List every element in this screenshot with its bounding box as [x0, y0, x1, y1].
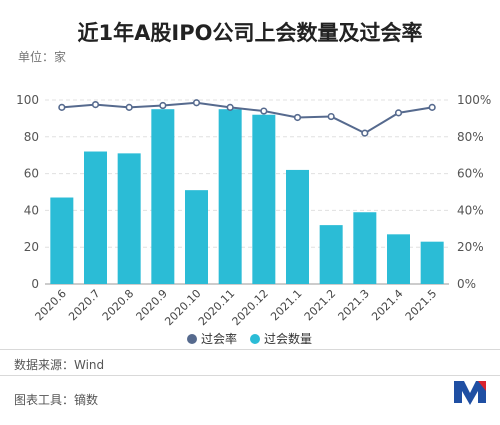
bar: [353, 212, 377, 284]
right-tick-label: 60%: [457, 167, 484, 181]
bar: [185, 190, 208, 284]
line-point: [260, 107, 268, 115]
line-point: [125, 103, 133, 111]
x-tick-label: 2021.4: [369, 287, 405, 323]
legend-label: 过会率: [201, 331, 237, 346]
x-tick-label: 2021.2: [302, 287, 338, 323]
x-tick-label: 2020.7: [66, 287, 102, 323]
right-tick-label: 100%: [457, 93, 491, 107]
legend-marker: [250, 334, 260, 344]
x-tick-label: 2020.8: [100, 287, 136, 323]
left-tick-label: 100: [16, 93, 39, 107]
right-tick-label: 80%: [457, 130, 484, 144]
bar: [387, 234, 410, 284]
left-tick-label: 80: [24, 130, 39, 144]
line-path: [61, 101, 433, 135]
bar: [151, 109, 175, 284]
line-point: [293, 113, 302, 122]
bar: [50, 197, 74, 284]
line-point: [226, 103, 234, 111]
bar: [319, 225, 343, 284]
chart-tool: 图表工具：镝数: [14, 393, 99, 407]
line-point: [428, 103, 436, 111]
bar: [84, 151, 107, 284]
x-tick-label: 2021.3: [336, 287, 372, 323]
x-tick-label: 2020.6: [33, 287, 69, 323]
brand-logo: [450, 379, 490, 413]
legend: 过会率 过会数量: [187, 331, 312, 346]
gridlines: [45, 99, 449, 285]
x-tick-label: 2020.10: [162, 287, 203, 328]
x-tick-label: 2020.11: [196, 287, 237, 328]
x-axis: 2020.62020.72020.82020.92020.102020.1120…: [33, 287, 440, 328]
bar: [252, 114, 276, 284]
legend-marker: [187, 334, 197, 344]
right-tick-label: 20%: [457, 240, 484, 254]
line-point: [159, 101, 167, 110]
right-axis: 0% 20% 40% 60% 80% 100%: [457, 93, 491, 291]
bar: [218, 109, 242, 284]
line-point: [361, 129, 369, 137]
line-point: [58, 103, 66, 111]
legend-label: 过会数量: [264, 331, 312, 346]
bar-series: [50, 109, 444, 284]
line-point: [394, 109, 403, 117]
line-point: [192, 99, 201, 107]
divider: [0, 375, 500, 376]
left-tick-label: 40: [24, 203, 39, 217]
x-tick-label: 2020.12: [230, 287, 271, 328]
bar: [286, 169, 309, 284]
line-point: [327, 112, 335, 121]
right-tick-label: 40%: [457, 203, 484, 217]
line-point: [91, 100, 100, 109]
bar: [420, 241, 444, 284]
unit-label: 单位：家: [18, 49, 66, 64]
x-tick-label: 2021.5: [403, 287, 439, 323]
left-tick-label: 60: [24, 167, 39, 181]
chart-title: 近1年A股IPO公司上会数量及过会率: [78, 21, 423, 45]
line-series: [58, 99, 436, 137]
chart: 近1年A股IPO公司上会数量及过会率 单位：家 0 20 40 60 80 100 0% 2…: [16, 21, 491, 346]
bar: [117, 153, 141, 284]
right-tick-label: 0%: [457, 277, 476, 291]
divider: [0, 349, 500, 350]
x-tick-label: 2021.1: [268, 287, 304, 323]
left-tick-label: 20: [24, 240, 39, 254]
data-source: 数据来源：Wind: [14, 358, 105, 372]
left-tick-label: 0: [31, 277, 39, 291]
left-axis: 0 20 40 60 80 100: [16, 93, 39, 291]
